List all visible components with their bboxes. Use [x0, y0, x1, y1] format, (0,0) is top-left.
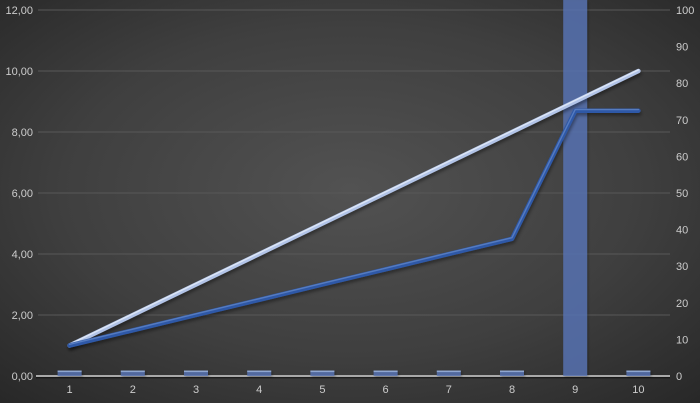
x-axis-tick-label: 7 — [446, 384, 452, 396]
line-sheen — [68, 69, 640, 346]
bar-top-highlight — [310, 370, 335, 373]
x-axis-line-group — [36, 375, 670, 379]
bar-top-highlight — [436, 370, 461, 373]
x-axis-tick-label: 3 — [193, 384, 199, 396]
right-axis-tick-label: 90 — [676, 42, 688, 54]
right-axis-tick-label: 60 — [676, 151, 688, 163]
x-axis-tick-label: 1 — [67, 384, 73, 396]
bar-top-highlight — [120, 370, 145, 373]
left-axis-tick-label: 2,00 — [12, 310, 33, 322]
bar-top-highlight — [247, 370, 272, 373]
right-axis-tick-label: 40 — [676, 225, 688, 237]
x-axis-labels: 1 2 3 4 5 6 7 8 9 10 — [67, 384, 645, 396]
right-axis-tick-label: 80 — [676, 78, 688, 90]
bar — [184, 370, 208, 376]
right-axis-tick-label: 100 — [676, 5, 694, 17]
line-path — [67, 68, 641, 348]
line-series-light — [67, 68, 641, 348]
line-series-dark — [67, 108, 641, 348]
right-axis-tick-label: 0 — [676, 371, 682, 383]
bar — [247, 370, 272, 376]
x-axis-tick-label: 2 — [130, 384, 136, 396]
bar — [500, 370, 524, 376]
bar-top-highlight — [57, 370, 82, 373]
right-axis-tick-label: 50 — [676, 188, 688, 200]
left-axis-tick-label: 0,00 — [12, 371, 33, 383]
bar — [563, 0, 588, 376]
right-axis-tick-label: 70 — [676, 115, 688, 127]
bar — [436, 370, 461, 376]
left-axis-tick-label: 6,00 — [12, 188, 33, 200]
right-axis-labels: 0 10 20 30 40 50 60 70 80 90 100 — [676, 5, 694, 383]
bar — [626, 370, 651, 376]
x-axis-tick-label: 8 — [509, 384, 515, 396]
left-axis-tick-label: 4,00 — [12, 249, 33, 261]
left-axis-tick-label: 10,00 — [5, 66, 33, 78]
left-axis-labels: 0,00 2,00 4,00 6,00 8,00 10,00 12,00 — [5, 5, 33, 383]
bar — [310, 370, 335, 376]
right-axis-tick-label: 30 — [676, 261, 688, 273]
bar-top-highlight — [373, 370, 398, 373]
bar — [373, 370, 398, 376]
x-axis-tick-label: 9 — [572, 384, 578, 396]
x-axis-tick-label: 5 — [319, 384, 325, 396]
right-axis-tick-label: 10 — [676, 334, 688, 346]
bar-top-highlight — [184, 370, 208, 373]
right-axis-tick-label: 20 — [676, 298, 688, 310]
left-axis-tick-label: 8,00 — [12, 127, 33, 139]
x-axis-tick-label: 4 — [256, 384, 262, 396]
bar — [57, 370, 82, 376]
bar-series — [57, 0, 651, 376]
left-axis-tick-label: 12,00 — [5, 5, 33, 17]
bar-top-highlight — [500, 370, 524, 373]
line-sheen — [68, 108, 640, 346]
bar-top-highlight — [626, 370, 651, 373]
x-axis-tick-label: 6 — [383, 384, 389, 396]
x-axis-tick-label: 10 — [632, 384, 644, 396]
bar — [120, 370, 145, 376]
